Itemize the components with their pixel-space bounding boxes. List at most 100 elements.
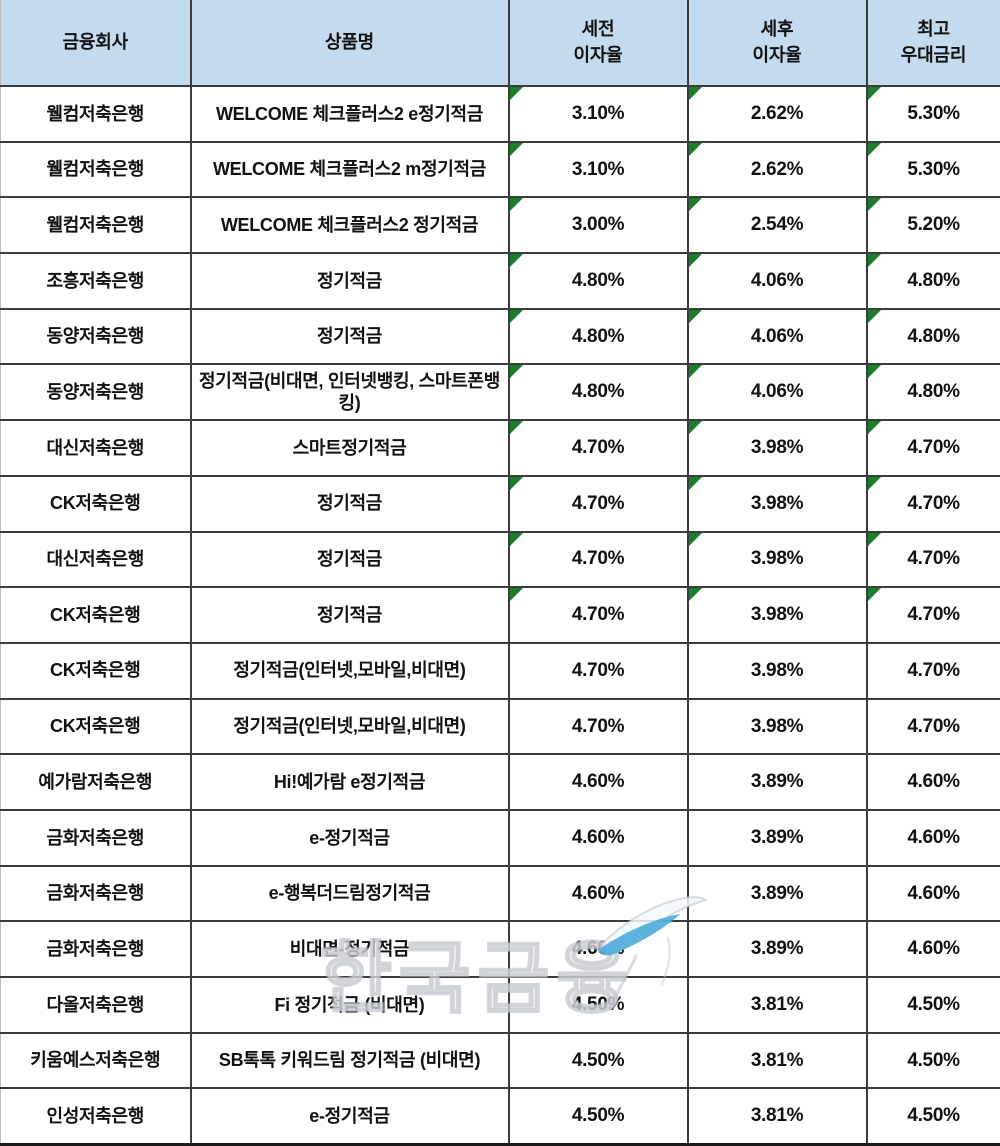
cell-text: 정기적금	[317, 605, 382, 625]
cell-text: 4.70%	[572, 548, 624, 569]
cell-text: 3.98%	[751, 493, 803, 514]
table-header: 금융회사 상품명 세전 이자율 세후 이자율 최고 우대금리	[1, 0, 1000, 86]
cell-text: 4.50%	[572, 1105, 624, 1126]
cell-text: 3.89%	[751, 771, 803, 792]
cell-text: 스마트정기적금	[293, 438, 407, 458]
cell-text: 금화저축은행	[46, 883, 144, 903]
cell-product: 정기적금	[191, 309, 509, 365]
cell-post-tax: 3.89%	[688, 866, 867, 922]
cell-text: 4.70%	[572, 604, 624, 625]
cell-text: 금화저축은행	[46, 828, 144, 848]
cell-text: 4.06%	[751, 270, 803, 291]
cell-max-rate: 4.60%	[867, 810, 1000, 866]
cell-product: SB톡톡 키워드림 정기적금 (비대면)	[191, 1033, 509, 1089]
cell-post-tax: 4.06%	[688, 253, 867, 309]
cell-product: 정기적금(비대면, 인터넷뱅킹, 스마트폰뱅킹)	[191, 364, 509, 420]
cell-post-tax: 3.89%	[688, 921, 867, 977]
column-header-product: 상품명	[191, 0, 509, 86]
excel-flag-icon	[868, 533, 881, 546]
excel-flag-icon	[689, 310, 702, 323]
excel-flag-icon	[868, 477, 881, 490]
cell-company: 금화저축은행	[1, 921, 191, 977]
cell-post-tax: 3.89%	[688, 754, 867, 810]
cell-post-tax: 3.81%	[688, 1033, 867, 1089]
cell-pre-tax: 4.60%	[509, 754, 688, 810]
excel-flag-icon	[689, 477, 702, 490]
excel-flag-icon	[868, 588, 881, 601]
cell-company: CK저축은행	[1, 587, 191, 643]
cell-product: WELCOME 체크플러스2 m정기적금	[191, 142, 509, 198]
cell-product: 비대면-정기적금	[191, 921, 509, 977]
cell-text: 정기적금	[317, 326, 382, 346]
cell-text: WELCOME 체크플러스2 e정기적금	[216, 104, 483, 124]
cell-text: 정기적금	[317, 549, 382, 569]
cell-text: 정기적금(인터넷,모바일,비대면)	[233, 716, 465, 736]
cell-text: 2.62%	[751, 159, 803, 180]
cell-product: 정기적금(인터넷,모바일,비대면)	[191, 643, 509, 699]
column-header-max-rate: 최고 우대금리	[867, 0, 1000, 86]
cell-max-rate: 4.80%	[867, 309, 1000, 365]
cell-text: 4.70%	[572, 660, 624, 681]
cell-max-rate: 4.50%	[867, 1088, 1000, 1144]
excel-flag-icon	[510, 254, 523, 267]
cell-text: 4.50%	[572, 994, 624, 1015]
cell-text: 4.60%	[907, 827, 959, 848]
cell-text: 3.98%	[751, 604, 803, 625]
excel-flag-icon	[689, 143, 702, 156]
cell-company: 대신저축은행	[1, 420, 191, 476]
cell-text: CK저축은행	[50, 605, 140, 625]
cell-text: 예가람저축은행	[38, 772, 152, 792]
cell-post-tax: 4.06%	[688, 309, 867, 365]
cell-text: 정기적금	[317, 493, 382, 513]
cell-text: 동양저축은행	[46, 382, 144, 402]
excel-flag-icon	[689, 254, 702, 267]
excel-flag-icon	[689, 533, 702, 546]
cell-text: 4.70%	[907, 604, 959, 625]
cell-pre-tax: 3.10%	[509, 86, 688, 142]
excel-flag-icon	[510, 310, 523, 323]
excel-flag-icon	[510, 477, 523, 490]
cell-post-tax: 3.98%	[688, 532, 867, 588]
cell-text: 3.98%	[751, 437, 803, 458]
cell-text: e-정기적금	[309, 828, 389, 848]
cell-post-tax: 3.98%	[688, 699, 867, 755]
cell-company: 동양저축은행	[1, 364, 191, 420]
cell-post-tax: 3.98%	[688, 476, 867, 532]
cell-pre-tax: 4.50%	[509, 977, 688, 1033]
cell-pre-tax: 4.50%	[509, 1033, 688, 1089]
cell-text: 4.60%	[907, 771, 959, 792]
cell-pre-tax: 4.70%	[509, 643, 688, 699]
cell-text: CK저축은행	[50, 493, 140, 513]
cell-text: 대신저축은행	[46, 438, 144, 458]
cell-product: 정기적금	[191, 253, 509, 309]
cell-company: 웰컴저축은행	[1, 86, 191, 142]
cell-text: WELCOME 체크플러스2 정기적금	[221, 215, 478, 235]
cell-company: CK저축은행	[1, 699, 191, 755]
cell-product: e-정기적금	[191, 1088, 509, 1144]
cell-text: 4.60%	[572, 827, 624, 848]
cell-text: 5.30%	[907, 159, 959, 180]
cell-pre-tax: 4.60%	[509, 866, 688, 922]
cell-text: 3.10%	[572, 159, 624, 180]
excel-flag-icon	[510, 533, 523, 546]
cell-max-rate: 4.50%	[867, 1033, 1000, 1089]
cell-text: 4.70%	[907, 493, 959, 514]
cell-pre-tax: 4.50%	[509, 1088, 688, 1144]
cell-text: 4.70%	[907, 548, 959, 569]
excel-flag-icon	[868, 198, 881, 211]
cell-text: CK저축은행	[50, 660, 140, 680]
cell-text: 3.98%	[751, 660, 803, 681]
cell-pre-tax: 4.70%	[509, 420, 688, 476]
